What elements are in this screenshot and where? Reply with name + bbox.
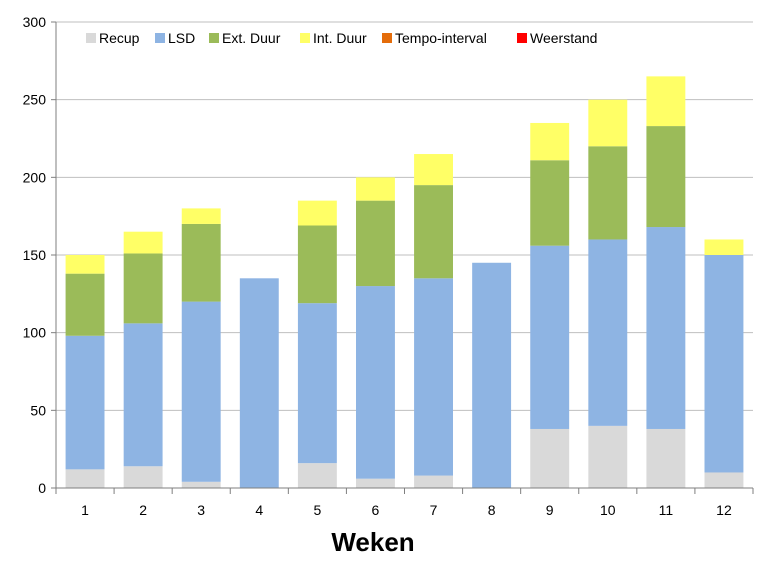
x-axis-label: Weken: [331, 527, 414, 557]
bar-segment: [588, 239, 628, 426]
bar-segment: [181, 208, 221, 224]
y-tick-label: 150: [23, 247, 47, 263]
legend-item: Ext. Duur: [209, 30, 281, 46]
legend-item: LSD: [155, 30, 195, 46]
bar-segment: [588, 99, 628, 147]
bar-segment: [356, 200, 395, 287]
legend-label: Int. Duur: [313, 30, 367, 46]
bar-segment: [588, 425, 628, 488]
axes: [51, 21, 754, 494]
legend-label: LSD: [168, 30, 195, 46]
bar-segment: [414, 475, 453, 488]
bar-segment: [65, 469, 105, 488]
x-tick-label: 1: [81, 502, 89, 518]
bar-segment: [530, 160, 570, 246]
bar-segment: [123, 253, 163, 324]
x-tick-label: 9: [546, 502, 554, 518]
legend-label: Ext. Duur: [222, 30, 281, 46]
x-tick-label: 12: [716, 502, 732, 518]
bar-segment: [704, 472, 744, 488]
bar-segment: [530, 428, 570, 488]
bar-segment: [65, 255, 105, 274]
legend-item: Weerstand: [517, 30, 597, 46]
bar-segment: [181, 301, 221, 482]
legend-label: Weerstand: [530, 30, 597, 46]
y-tick-label: 0: [38, 480, 46, 496]
x-tick-label: 6: [372, 502, 380, 518]
bar-segment: [530, 122, 570, 161]
bar-segment: [414, 278, 453, 476]
bar-segment: [646, 227, 686, 429]
bar-segment: [646, 76, 686, 127]
legend: Recup LSD Ext. Duur Int. Duur Tempo-interval…: [86, 30, 597, 46]
y-tick-label: 200: [23, 169, 47, 185]
bar-segment: [239, 278, 279, 488]
legend-item: Recup: [86, 30, 140, 46]
gridlines: [56, 21, 753, 411]
legend-swatch: [155, 33, 165, 43]
bar-segment: [356, 177, 395, 201]
y-tick-label: 250: [23, 92, 47, 108]
x-tick-label: 5: [313, 502, 321, 518]
bar-segment: [646, 428, 686, 488]
bar-segment: [646, 126, 686, 228]
bar-segment: [123, 231, 163, 254]
legend-item: Tempo-interval: [382, 30, 487, 46]
bar-segment: [356, 478, 395, 488]
bar-segment: [414, 185, 453, 279]
bar-segment: [588, 146, 628, 240]
bar-segment: [65, 273, 105, 336]
bar-segment: [297, 303, 337, 464]
bar-segment: [65, 335, 105, 470]
bar-segment: [704, 239, 744, 255]
legend-swatch: [86, 33, 96, 43]
bar-segment: [297, 463, 337, 488]
bar-segment: [297, 200, 337, 226]
x-tick-label: 8: [488, 502, 496, 518]
legend-swatch: [300, 33, 310, 43]
y-tick-label: 50: [30, 402, 46, 418]
bar-segment: [297, 225, 337, 304]
bar-segment: [123, 466, 163, 488]
y-tick-label: 300: [23, 14, 47, 30]
legend-label: Recup: [99, 30, 140, 46]
y-tick-label: 100: [23, 325, 47, 341]
legend-swatch: [382, 33, 392, 43]
x-tick-label: 10: [600, 502, 616, 518]
bar-segment: [356, 286, 395, 479]
legend-item: Int. Duur: [300, 30, 367, 46]
legend-swatch: [209, 33, 219, 43]
y-tick-labels: 0 50 100 150 200 250 300: [23, 14, 47, 496]
x-tick-label: 3: [197, 502, 205, 518]
x-tick-labels: 1 2 3 4 5 6 7 8 9 10 11 12: [81, 502, 732, 518]
bars: [65, 76, 744, 488]
bar-segment: [123, 323, 163, 467]
legend-swatch: [517, 33, 527, 43]
x-tick-label: 7: [430, 502, 438, 518]
legend-label: Tempo-interval: [395, 30, 487, 46]
bar-segment: [181, 223, 221, 302]
x-tick-label: 11: [659, 502, 674, 518]
bar-segment: [530, 245, 570, 429]
x-tick-label: 4: [255, 502, 263, 518]
bar-segment: [472, 262, 512, 488]
x-tick-label: 2: [139, 502, 147, 518]
bar-segment: [704, 255, 744, 473]
bar-segment: [414, 154, 453, 186]
bar-segment: [181, 481, 221, 488]
